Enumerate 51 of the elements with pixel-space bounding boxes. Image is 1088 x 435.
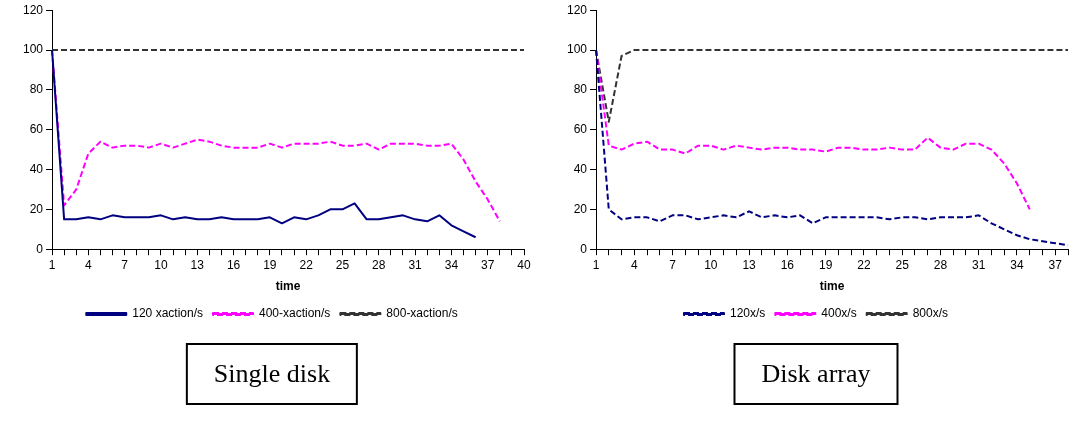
text: Disk array xyxy=(733,343,899,405)
x-tick-label: 1 xyxy=(592,257,600,272)
y-tick-label: 20 xyxy=(29,201,44,216)
x-tick-label: 4 xyxy=(630,257,638,272)
legend-label: 400-xaction/s xyxy=(258,306,331,321)
y-tick-label: 60 xyxy=(29,122,44,137)
y-tick-label: 80 xyxy=(573,82,588,97)
legend-label: 800x/s xyxy=(912,306,949,321)
x-tick-label: 16 xyxy=(780,257,795,272)
legend-label: 120x/s xyxy=(729,306,766,321)
x-axis-title: time xyxy=(819,279,845,294)
x-tick-label: 34 xyxy=(1010,257,1024,272)
x-tick-label: 40 xyxy=(517,257,531,272)
x-tick-label: 7 xyxy=(121,257,129,272)
x-tick-label: 16 xyxy=(226,257,241,272)
x-tick-label: 10 xyxy=(154,257,168,272)
y-tick-label: 20 xyxy=(573,201,588,216)
x-tick-label: 34 xyxy=(444,257,459,272)
x-tick-label: 22 xyxy=(857,257,871,272)
x-tick-label: 25 xyxy=(335,257,350,272)
y-tick-label: 60 xyxy=(573,122,588,137)
legend-label: 400x/s xyxy=(821,306,857,321)
y-tick-label: 40 xyxy=(573,161,588,176)
y-tick-label: 0 xyxy=(36,241,44,256)
x-tick-label: 4 xyxy=(84,257,92,272)
y-tick-label: 100 xyxy=(22,42,44,57)
x-tick-label: 28 xyxy=(933,257,948,272)
x-tick-label: 13 xyxy=(190,257,205,272)
x-tick-label: 7 xyxy=(669,257,677,272)
x-tick-label: 10 xyxy=(704,257,718,272)
x-tick-label: 28 xyxy=(372,257,386,272)
y-tick-label: 0 xyxy=(580,241,588,256)
y-tick-label: 40 xyxy=(29,161,44,176)
x-axis-title: time xyxy=(275,279,301,294)
y-tick-label: 80 xyxy=(29,82,44,97)
y-tick-label: 120 xyxy=(566,2,588,17)
x-tick-label: 25 xyxy=(895,257,910,272)
y-tick-label: 120 xyxy=(22,2,44,17)
y-tick-label: 100 xyxy=(566,42,588,57)
x-tick-label: 19 xyxy=(818,257,833,272)
x-tick-label: 37 xyxy=(481,257,495,272)
x-tick-label: 37 xyxy=(1048,257,1063,272)
legend-label: 800-xaction/s xyxy=(386,306,458,321)
x-tick-label: 31 xyxy=(972,257,986,272)
x-tick-label: 19 xyxy=(263,257,277,272)
text: Single disk xyxy=(185,343,359,405)
x-tick-label: 1 xyxy=(48,257,56,272)
x-tick-label: 13 xyxy=(742,257,757,272)
legend-label: 120 xaction/s xyxy=(132,306,203,321)
x-tick-label: 22 xyxy=(299,257,314,272)
x-tick-label: 31 xyxy=(408,257,423,272)
